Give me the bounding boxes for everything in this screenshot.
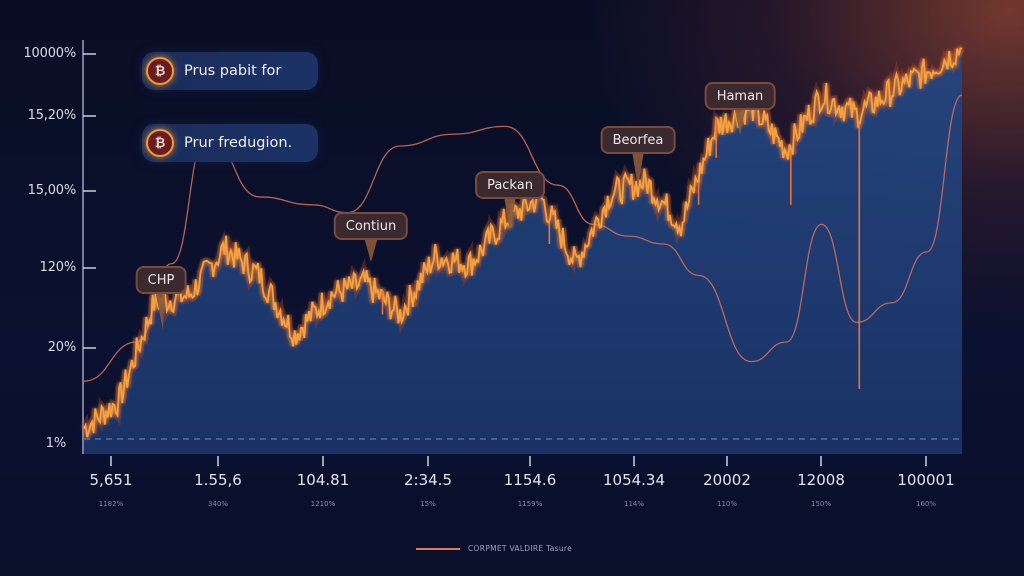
x-tick-label: 100001 xyxy=(897,471,955,489)
x-tick-sublabel: 1159% xyxy=(517,500,543,508)
info-pill: ₿ Prus pabit for xyxy=(142,52,318,90)
price-line xyxy=(83,47,963,438)
x-tick-sublabel: 15% xyxy=(420,500,436,508)
x-tick-label: 2:34.5 xyxy=(404,471,452,489)
price-spikes xyxy=(381,118,861,390)
x-tick-label: 104.81 xyxy=(296,471,350,489)
x-tick-label: 1054.34 xyxy=(602,471,666,489)
y-tick-label: 10000% xyxy=(23,46,76,61)
callout-pointers xyxy=(155,106,746,330)
y-tick-label: 15,00% xyxy=(27,183,77,198)
bitcoin-icon: ₿ xyxy=(146,57,174,85)
annotation-callout: Contiun xyxy=(333,212,409,240)
y-tick-label: 1% xyxy=(45,436,66,451)
legend: CORPMET VALDIRE Tasure xyxy=(416,544,572,553)
x-tick-sublabel: 340% xyxy=(207,500,228,508)
x-tick-label: 1.55,6 xyxy=(194,471,242,489)
price-area xyxy=(84,48,962,454)
info-pill-text: Prur fredugion. xyxy=(184,135,293,151)
bitcoin-icon: ₿ xyxy=(146,129,174,157)
x-tick-label: 12008 xyxy=(797,471,845,489)
y-tick-label: 120% xyxy=(39,260,77,275)
x-tick-sublabel: 114% xyxy=(623,500,644,508)
annotation-callout: CHP xyxy=(135,266,187,294)
info-pill: ₿ Prur fredugion. xyxy=(142,124,318,162)
x-tick-sublabel: 110% xyxy=(716,500,737,508)
x-tick-label: 20002 xyxy=(703,471,751,489)
x-axis-ticks xyxy=(110,456,927,466)
annotation-callout: Packan xyxy=(475,171,545,199)
x-tick-label: 5,651 xyxy=(89,471,133,489)
y-axis-ticks xyxy=(83,53,96,349)
annotation-callout: Beorfea xyxy=(600,126,676,154)
annotation-callout: Haman xyxy=(704,82,776,110)
x-tick-sublabel: 150% xyxy=(810,500,831,508)
legend-swatch xyxy=(416,547,460,550)
y-tick-label: 15,20% xyxy=(27,108,77,123)
x-tick-sublabel: 160% xyxy=(915,500,936,508)
x-tick-label: 1154.6 xyxy=(503,471,557,489)
legend-label: CORPMET VALDIRE Tasure xyxy=(468,544,573,553)
x-tick-sublabel: 1210% xyxy=(310,500,336,508)
y-tick-label: 20% xyxy=(47,340,76,355)
x-tick-sublabel: 1182% xyxy=(98,500,124,508)
info-pill-text: Prus pabit for xyxy=(184,63,282,79)
